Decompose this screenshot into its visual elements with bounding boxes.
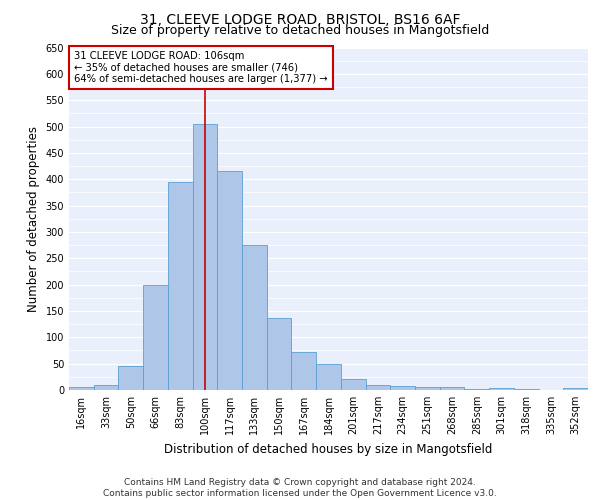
Bar <box>168 182 193 390</box>
Bar <box>390 386 415 390</box>
Bar <box>143 284 168 390</box>
Bar <box>118 366 143 390</box>
Text: 31 CLEEVE LODGE ROAD: 106sqm
← 35% of detached houses are smaller (746)
64% of s: 31 CLEEVE LODGE ROAD: 106sqm ← 35% of de… <box>74 51 328 84</box>
Bar <box>292 352 316 390</box>
Bar <box>341 380 365 390</box>
Bar <box>193 124 217 390</box>
Bar <box>365 384 390 390</box>
Bar <box>94 384 118 390</box>
Bar <box>563 388 588 390</box>
X-axis label: Distribution of detached houses by size in Mangotsfield: Distribution of detached houses by size … <box>164 442 493 456</box>
Bar <box>415 388 440 390</box>
Text: Contains HM Land Registry data © Crown copyright and database right 2024.
Contai: Contains HM Land Registry data © Crown c… <box>103 478 497 498</box>
Text: 31, CLEEVE LODGE ROAD, BRISTOL, BS16 6AF: 31, CLEEVE LODGE ROAD, BRISTOL, BS16 6AF <box>140 12 460 26</box>
Text: Size of property relative to detached houses in Mangotsfield: Size of property relative to detached ho… <box>111 24 489 37</box>
Bar <box>69 388 94 390</box>
Bar <box>217 172 242 390</box>
Bar <box>242 245 267 390</box>
Bar <box>440 388 464 390</box>
Y-axis label: Number of detached properties: Number of detached properties <box>27 126 40 312</box>
Bar <box>316 364 341 390</box>
Bar <box>267 318 292 390</box>
Bar <box>489 388 514 390</box>
